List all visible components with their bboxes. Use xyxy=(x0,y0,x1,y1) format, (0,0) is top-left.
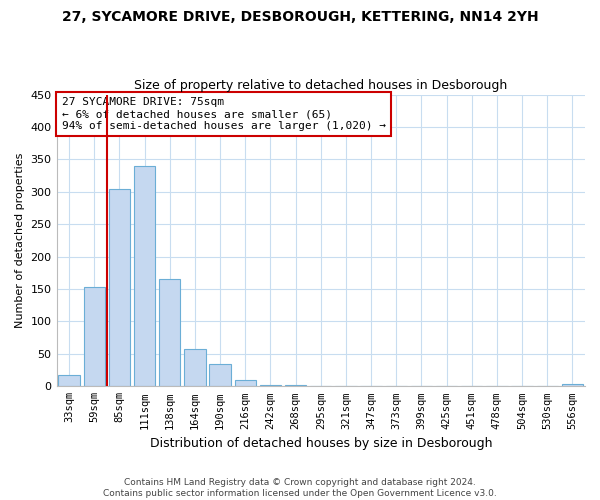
Bar xyxy=(109,188,130,386)
Title: Size of property relative to detached houses in Desborough: Size of property relative to detached ho… xyxy=(134,79,508,92)
Bar xyxy=(134,166,155,386)
Bar xyxy=(184,350,206,387)
Bar xyxy=(562,384,583,386)
Y-axis label: Number of detached properties: Number of detached properties xyxy=(15,152,25,328)
X-axis label: Distribution of detached houses by size in Desborough: Distribution of detached houses by size … xyxy=(149,437,492,450)
Bar xyxy=(209,364,231,386)
Text: Contains HM Land Registry data © Crown copyright and database right 2024.
Contai: Contains HM Land Registry data © Crown c… xyxy=(103,478,497,498)
Bar xyxy=(58,374,80,386)
Bar xyxy=(260,385,281,386)
Text: 27 SYCAMORE DRIVE: 75sqm
← 6% of detached houses are smaller (65)
94% of semi-de: 27 SYCAMORE DRIVE: 75sqm ← 6% of detache… xyxy=(62,98,386,130)
Bar xyxy=(285,385,307,386)
Bar xyxy=(159,280,181,386)
Bar xyxy=(83,287,105,386)
Text: 27, SYCAMORE DRIVE, DESBOROUGH, KETTERING, NN14 2YH: 27, SYCAMORE DRIVE, DESBOROUGH, KETTERIN… xyxy=(62,10,538,24)
Bar xyxy=(235,380,256,386)
